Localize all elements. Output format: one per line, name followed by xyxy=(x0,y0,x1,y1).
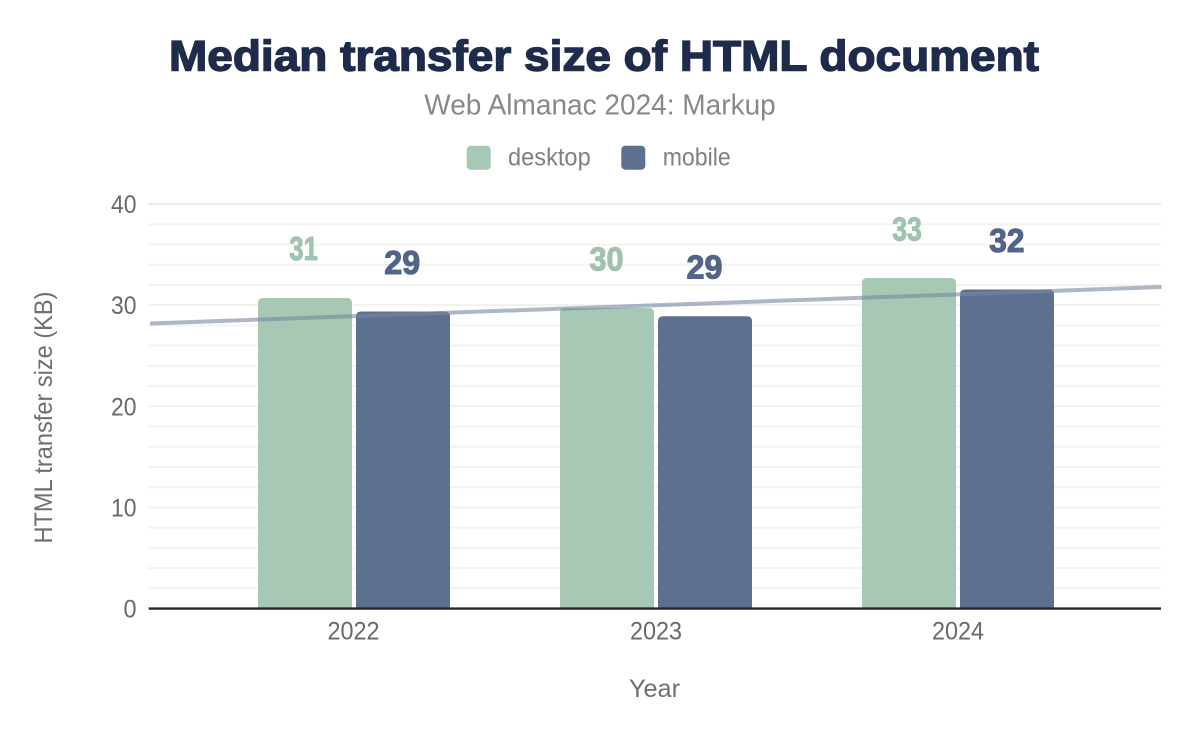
svg-text:40: 40 xyxy=(111,191,137,219)
svg-text:33: 33 xyxy=(892,212,922,249)
svg-text:30: 30 xyxy=(111,292,137,320)
svg-text:20: 20 xyxy=(111,393,137,421)
svg-text:desktop: desktop xyxy=(508,144,591,172)
svg-text:mobile: mobile xyxy=(663,144,731,172)
svg-text:29: 29 xyxy=(384,245,420,282)
svg-text:Median transfer size of HTML d: Median transfer size of HTML document xyxy=(169,32,1039,80)
svg-text:30: 30 xyxy=(590,242,624,279)
svg-text:2024: 2024 xyxy=(932,618,984,646)
svg-text:Year: Year xyxy=(629,675,680,703)
svg-text:10: 10 xyxy=(111,495,137,523)
svg-text:0: 0 xyxy=(124,596,137,624)
svg-text:31: 31 xyxy=(289,231,317,268)
svg-text:29: 29 xyxy=(687,250,723,287)
svg-text:2023: 2023 xyxy=(630,618,682,646)
svg-text:Web Almanac 2024: Markup: Web Almanac 2024: Markup xyxy=(424,89,776,121)
svg-text:HTML transfer size (KB): HTML transfer size (KB) xyxy=(30,292,58,544)
svg-text:2022: 2022 xyxy=(328,618,380,646)
svg-text:32: 32 xyxy=(989,223,1024,260)
